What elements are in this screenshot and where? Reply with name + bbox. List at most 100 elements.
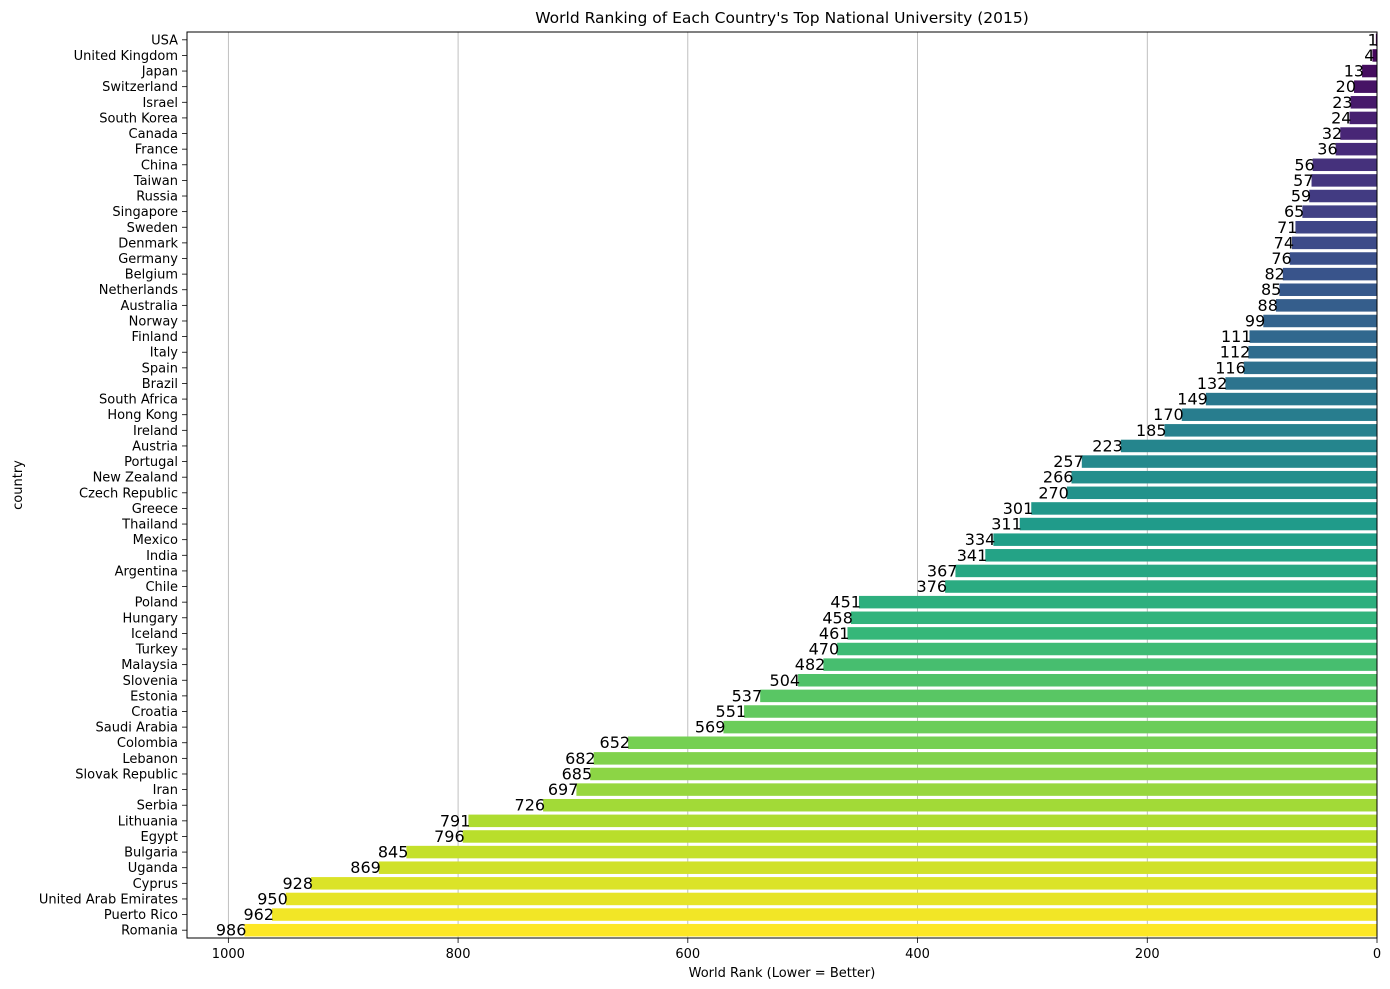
- bar-value-label: 551: [716, 702, 747, 721]
- y-tick-label: Chile: [145, 580, 178, 595]
- bar: [955, 564, 1377, 578]
- bar-value-label: 99: [1245, 311, 1265, 330]
- y-tick-label: Norway: [129, 314, 179, 329]
- bar-value-label: 962: [243, 905, 274, 924]
- y-tick-label: Croatia: [131, 705, 178, 720]
- y-tick-label: Switzerland: [102, 80, 178, 95]
- y-tick-label: Taiwan: [133, 174, 178, 189]
- y-tick-label: Colombia: [117, 736, 178, 751]
- bar: [244, 923, 1378, 937]
- bar-value-label: 20: [1336, 77, 1356, 96]
- bar-value-label: 845: [378, 843, 409, 862]
- y-tick-label: Lithuania: [118, 814, 178, 829]
- bar-value-label: 451: [830, 593, 861, 612]
- y-tick-label: Denmark: [118, 236, 178, 251]
- bar-value-label: 57: [1293, 171, 1313, 190]
- y-tick-label: Mexico: [133, 533, 178, 548]
- y-tick-label: Canada: [129, 127, 178, 142]
- bar-value-label: 367: [927, 561, 958, 580]
- bar-value-label: 76: [1271, 249, 1291, 268]
- bar-value-label: 470: [809, 640, 840, 659]
- bar-value-label: 376: [917, 577, 948, 596]
- bar: [985, 549, 1377, 562]
- y-tick-label: Spain: [142, 361, 178, 376]
- bar: [628, 736, 1377, 749]
- bar-value-label: 685: [562, 764, 593, 783]
- bar: [468, 814, 1377, 828]
- bar-value-label: 458: [822, 608, 853, 627]
- y-tick-label: Saudi Arabia: [96, 721, 179, 736]
- bar-value-label: 185: [1136, 421, 1167, 440]
- bar-value-label: 796: [434, 827, 465, 846]
- y-tick-label: Iran: [153, 783, 178, 798]
- bar-value-label: 791: [440, 811, 471, 830]
- bar: [1066, 486, 1377, 500]
- bar: [1120, 439, 1377, 453]
- bar: [1375, 33, 1377, 47]
- x-tick-labels: 1000 800 600 400 200 0: [212, 938, 1381, 962]
- y-tick-label: Turkey: [135, 643, 179, 658]
- bar: [1350, 96, 1377, 109]
- y-tick-label: Serbia: [137, 799, 178, 814]
- data-labels: 1413202324323656575965717476828588991111…: [216, 30, 1378, 939]
- y-tick-label: France: [135, 143, 178, 158]
- bar: [850, 611, 1377, 625]
- y-tick-label: Israel: [142, 96, 178, 111]
- bar: [1289, 252, 1377, 265]
- y-tick-label: Estonia: [130, 689, 178, 704]
- bar: [1340, 127, 1377, 140]
- bar-value-label: 59: [1291, 187, 1311, 206]
- y-tick-label: Netherlands: [99, 283, 178, 298]
- y-tick-label: Czech Republic: [79, 486, 178, 501]
- bar-value-label: 116: [1215, 358, 1246, 377]
- bar-value-label: 461: [819, 624, 850, 643]
- bar-value-label: 32: [1322, 124, 1342, 143]
- bar: [1295, 221, 1377, 234]
- bar: [1302, 205, 1377, 218]
- bar-value-label: 311: [991, 515, 1022, 534]
- y-tick-label: Uganda: [128, 861, 178, 876]
- y-tick-label: Hong Kong: [107, 408, 178, 423]
- bar: [744, 705, 1377, 718]
- bar: [1031, 502, 1377, 515]
- x-tick-label: 600: [675, 947, 700, 962]
- x-axis-label: World Rank (Lower = Better): [689, 966, 876, 981]
- bar-value-label: 112: [1220, 343, 1251, 362]
- y-tick-label: China: [141, 158, 178, 173]
- bar-value-label: 869: [350, 858, 381, 877]
- x-tick-label: 800: [446, 947, 471, 962]
- bar: [1081, 455, 1377, 468]
- bar: [837, 642, 1377, 656]
- bar: [406, 845, 1377, 859]
- x-tick-label: 1000: [212, 947, 245, 962]
- bar-value-label: 23: [1332, 93, 1352, 112]
- bar: [1362, 64, 1377, 78]
- y-tick-label: Slovenia: [123, 674, 178, 689]
- bar: [823, 658, 1377, 671]
- bar-value-label: 132: [1197, 374, 1228, 393]
- bar: [462, 830, 1378, 843]
- bar: [543, 798, 1377, 812]
- y-tick-label: Cyprus: [133, 877, 179, 892]
- y-tick-label: Greece: [132, 502, 178, 517]
- bar-value-label: 13: [1344, 62, 1364, 81]
- y-tick-label: Italy: [150, 346, 179, 361]
- y-tick-label: New Zealand: [93, 471, 178, 486]
- bar-value-label: 170: [1153, 405, 1184, 424]
- bar: [1164, 424, 1377, 437]
- bar-value-label: 223: [1092, 436, 1123, 455]
- y-tick-label: Iceland: [131, 627, 178, 642]
- y-tick-label: Austria: [132, 439, 178, 454]
- bar: [593, 752, 1377, 765]
- bar: [1292, 236, 1377, 250]
- y-tick-label: Argentina: [115, 564, 178, 579]
- bar-value-label: 74: [1274, 233, 1294, 252]
- bar-value-label: 482: [795, 655, 826, 674]
- y-tick-label: USA: [151, 33, 178, 48]
- bar: [798, 674, 1377, 687]
- bar: [1071, 470, 1377, 484]
- bar-value-label: 682: [565, 749, 596, 768]
- y-tick-label: South Africa: [99, 393, 178, 408]
- bars: [244, 33, 1378, 937]
